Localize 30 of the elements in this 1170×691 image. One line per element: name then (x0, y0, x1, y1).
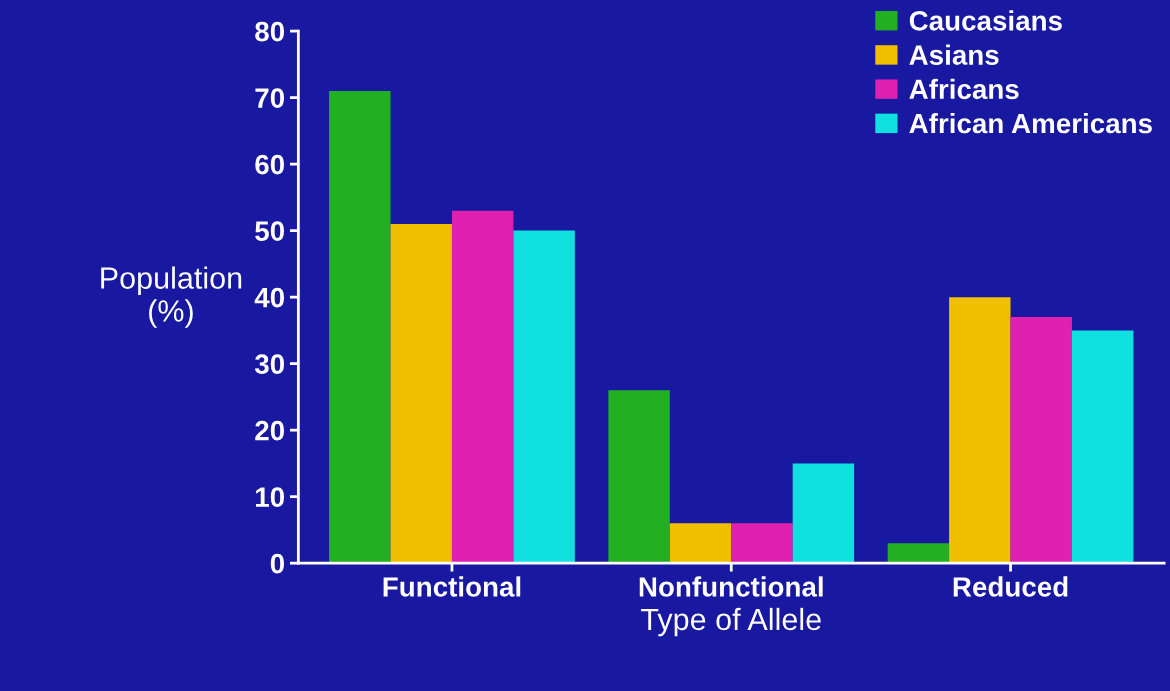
bar (669, 523, 732, 564)
y-tick-label: 50 (255, 221, 285, 241)
y-tick-label: 40 (254, 287, 285, 308)
legend-label: Asians (909, 44, 999, 65)
bar (949, 297, 1011, 564)
y-tick-label: 10 (256, 487, 285, 507)
bar (731, 523, 793, 564)
y-tick-label: 30 (254, 354, 285, 375)
x-tick-label: Reduced (953, 576, 1068, 597)
x-axis-title: Type of Allele (641, 607, 821, 637)
bar (1071, 330, 1134, 564)
bar (1010, 317, 1072, 564)
bar (608, 390, 670, 564)
bar (451, 210, 514, 564)
bar (513, 230, 575, 564)
y-axis-title: Population (%) (101, 266, 242, 328)
legend-label: Africans (909, 78, 1019, 100)
bar (887, 543, 950, 564)
bar (329, 90, 391, 564)
x-tick-label: Nonfunctional (639, 576, 823, 597)
y-tick-label: 0 (270, 553, 285, 574)
bar (792, 463, 855, 564)
y-tick-label: 70 (255, 88, 285, 108)
x-tick-label: Functional (383, 576, 521, 597)
y-tick-label: 60 (255, 154, 285, 175)
legend-label: African Americans (909, 112, 1152, 134)
legend-label: Caucasians (909, 10, 1062, 31)
y-tick-label: 20 (255, 420, 285, 441)
y-tick-label: 80 (255, 21, 285, 42)
bar (390, 223, 452, 564)
